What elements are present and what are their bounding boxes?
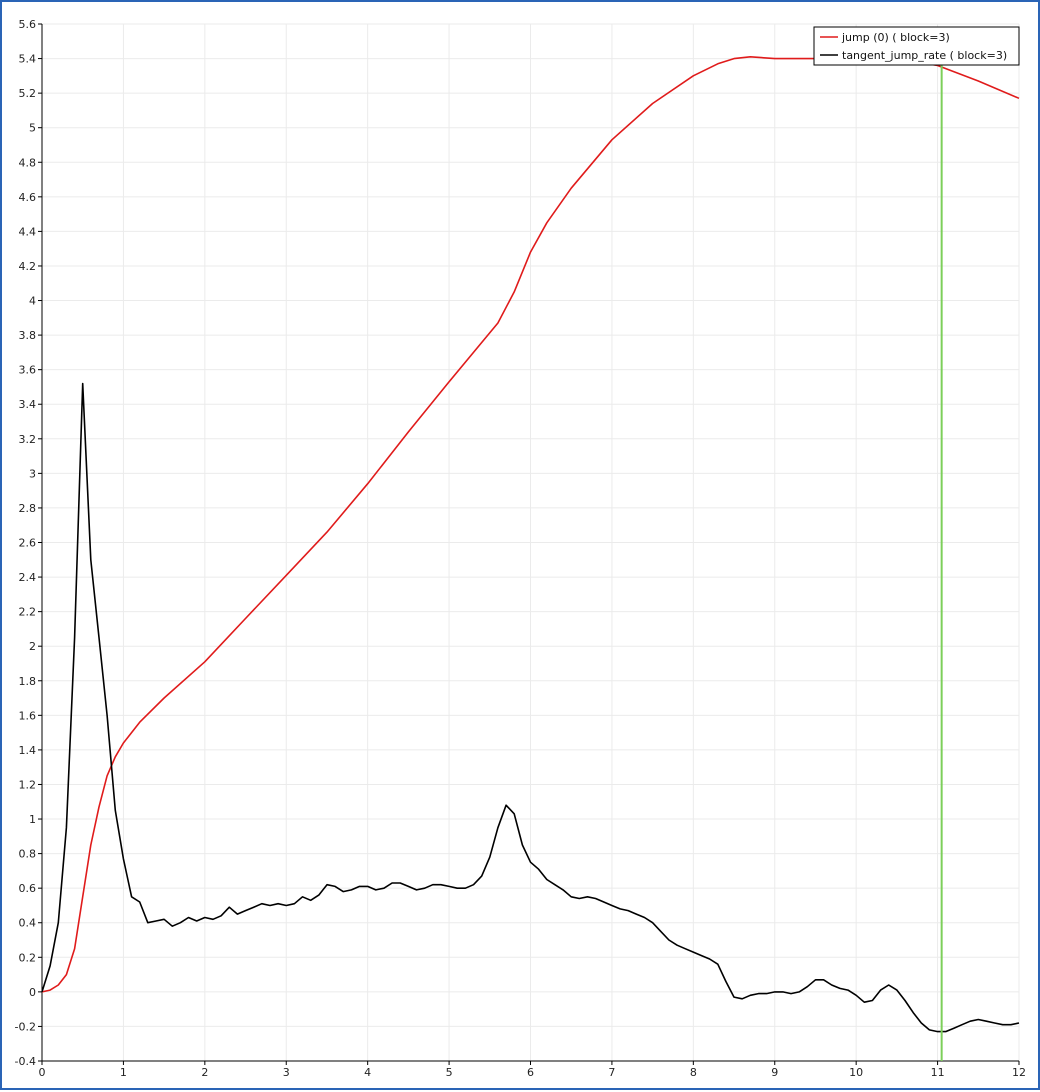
y-tick-label: 3.6	[19, 364, 37, 377]
x-tick-label: 11	[931, 1066, 945, 1079]
y-tick-label: 5	[29, 122, 36, 135]
y-tick-label: 1	[29, 813, 36, 826]
legend-label-jump: jump (0) ( block=3)	[841, 31, 950, 44]
y-tick-label: 2.4	[19, 571, 37, 584]
x-tick-label: 0	[39, 1066, 46, 1079]
x-axis-ticks: 0 1 2 3 4 5 6 7 8 9 10 11 12	[39, 1061, 1026, 1079]
y-tick-label: 0.2	[19, 951, 37, 964]
y-tick-label: 1.2	[19, 778, 37, 791]
y-tick-label: 2.6	[19, 537, 37, 550]
legend-label-tangent-jump-rate: tangent_jump_rate ( block=3)	[842, 49, 1007, 62]
x-tick-label: 6	[527, 1066, 534, 1079]
x-tick-label: 3	[283, 1066, 290, 1079]
legend-box	[813, 26, 1020, 66]
y-tick-label: 2	[29, 640, 36, 653]
x-tick-label: 9	[771, 1066, 778, 1079]
series-lines	[41, 55, 1020, 1033]
y-tick-label: 3.2	[19, 433, 37, 446]
y-tick-label: 0	[29, 986, 36, 999]
y-tick-label: 2.8	[19, 502, 37, 515]
x-tick-label: 7	[608, 1066, 615, 1079]
x-tick-label: 8	[690, 1066, 697, 1079]
y-tick-label: 4.2	[19, 260, 37, 273]
y-tick-label: 0.6	[19, 882, 37, 895]
y-tick-label: 4.4	[19, 225, 37, 238]
x-tick-label: 2	[201, 1066, 208, 1079]
series-line-jump	[41, 55, 1020, 993]
y-tick-label: 4	[29, 295, 36, 308]
y-tick-label: 5.4	[19, 53, 37, 66]
y-tick-label: 0.4	[19, 917, 37, 930]
y-tick-label: 5.6	[19, 18, 37, 31]
y-tick-label: 1.6	[19, 709, 37, 722]
y-tick-label: 1.8	[19, 675, 37, 688]
x-tick-label: 10	[849, 1066, 863, 1079]
series-line-tangent-jump-rate	[41, 382, 1020, 1033]
y-axis-ticks: -0.4 -0.2 0 0.2 0.4 0.6 0.8 1 1.2 1.4 1.6 1.8 2 2.2 2.…	[15, 18, 42, 1068]
y-tick-label: 3.8	[19, 329, 37, 342]
legend: jump (0) ( block=3) tangent_jump_rate ( …	[813, 26, 1020, 66]
y-tick-label: -0.2	[15, 1020, 36, 1033]
x-tick-label: 12	[1012, 1066, 1026, 1079]
y-tick-label: 4.6	[19, 191, 37, 204]
y-tick-label: 2.2	[19, 606, 37, 619]
y-tick-label: 1.4	[19, 744, 37, 757]
y-tick-label: 4.8	[19, 156, 37, 169]
x-tick-label: 4	[364, 1066, 371, 1079]
x-tick-label: 1	[120, 1066, 127, 1079]
y-tick-label: 0.8	[19, 848, 37, 861]
y-tick-label: 3	[29, 467, 36, 480]
grid-lines	[41, 23, 1020, 1062]
y-tick-label: 5.2	[19, 87, 37, 100]
y-tick-label: -0.4	[15, 1055, 36, 1068]
x-tick-label: 5	[446, 1066, 453, 1079]
y-tick-label: 3.4	[19, 398, 37, 411]
